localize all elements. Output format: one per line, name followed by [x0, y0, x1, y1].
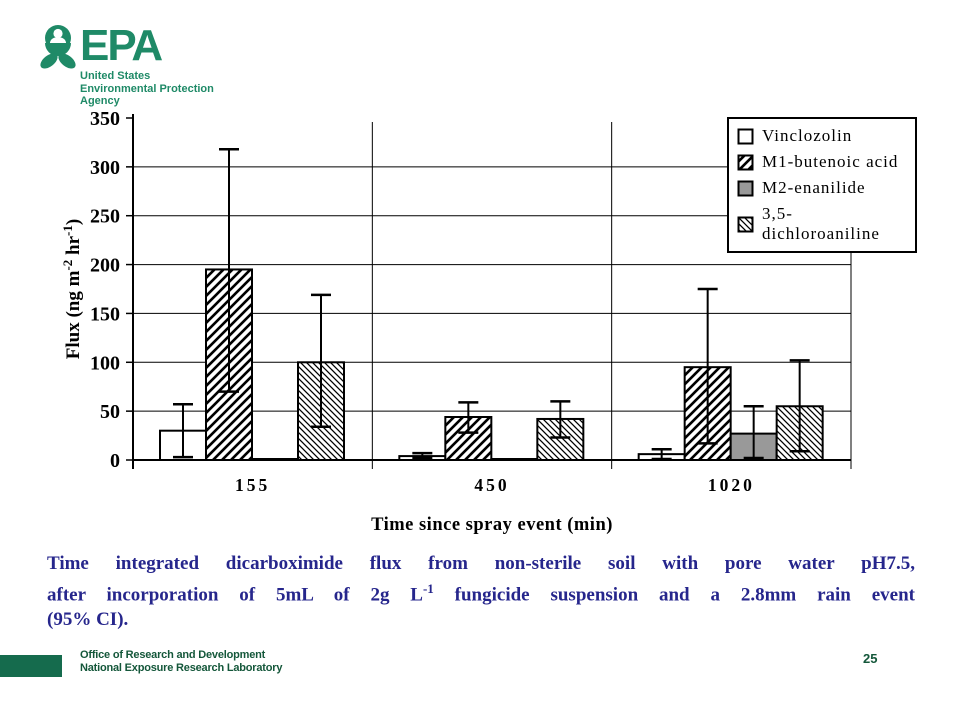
- epa-tagline-line1: United States: [80, 70, 151, 82]
- epa-flower-icon: [40, 25, 76, 69]
- legend-label-3-5-dichloroaniline: 3,5-dichloroaniline: [762, 204, 880, 243]
- epa-tagline-line2: Environmental Protection: [80, 82, 214, 95]
- chart-legend: Vinclozolin M1-butenoic acid M2-enanilide 3…: [727, 117, 917, 253]
- legend-item-m1-butenoic-acid: M1-butenoic acid: [737, 152, 907, 172]
- legend-item-vinclozolin: Vinclozolin: [737, 126, 907, 146]
- caption-superscript: -1: [422, 581, 434, 596]
- legend-swatch-vinclozolin: [737, 128, 754, 144]
- page-number: 25: [863, 651, 878, 666]
- y-tick-label-100: 100: [90, 352, 120, 374]
- x-tick-label-1020: 1020: [708, 475, 755, 495]
- footer-green-bar: [0, 655, 62, 677]
- legend-label-m2-enanilide: M2-enanilide: [762, 178, 866, 197]
- y-axis-title: Flux (ng m-2 hr-1): [60, 219, 84, 359]
- footer-office-line1: Office of Research and Development: [80, 649, 266, 661]
- bar-m2-enanilide-450: [490, 458, 539, 461]
- footer-office-line2: National Exposure Research Laboratory: [80, 661, 283, 674]
- legend-label-vinclozolin: Vinclozolin: [762, 126, 853, 145]
- y-tick-label-50: 50: [100, 401, 120, 423]
- legend-item-3-5-dichloroaniline: 3,5-dichloroaniline: [737, 204, 907, 244]
- x-tick-label-155: 155: [235, 475, 270, 495]
- legend-swatch-m1-butenoic-acid: [737, 154, 754, 170]
- epa-logo: EPA United States Environmental Protecti…: [38, 24, 214, 108]
- y-tick-label-350: 350: [90, 108, 120, 130]
- x-tick-label-450: 450: [474, 475, 509, 495]
- caption-line-2: after incorporation of 5mL of 2g L-1 fun…: [47, 581, 915, 606]
- y-tick-label-150: 150: [90, 303, 120, 325]
- footer-office-text: Office of Research and Development Natio…: [80, 649, 282, 674]
- y-tick-label-250: 250: [90, 206, 120, 228]
- legend-swatch-m2-enanilide: [737, 180, 754, 196]
- legend-label-m1-butenoic-acid: M1-butenoic acid: [762, 152, 899, 171]
- epa-tagline-line3: Agency: [80, 95, 120, 107]
- caption: Time integrated dicarboximide flux from …: [47, 551, 915, 632]
- caption-line-1: Time integrated dicarboximide flux from …: [47, 553, 915, 574]
- legend-swatch-3-5-dichloroaniline: [737, 216, 754, 232]
- epa-tagline: United States Environmental Protection A…: [80, 70, 214, 108]
- x-axis-title: Time since spray event (min): [371, 515, 613, 535]
- bar-m1-butenoic-acid-450: [444, 416, 493, 461]
- epa-acronym: EPA: [80, 21, 163, 70]
- caption-line-3: (95% CI).: [47, 609, 129, 631]
- legend-item-m2-enanilide: M2-enanilide: [737, 178, 907, 198]
- y-tick-label-200: 200: [90, 255, 120, 277]
- y-tick-label-300: 300: [90, 157, 120, 179]
- y-tick-label-0: 0: [110, 450, 120, 472]
- bar-m2-enanilide-155: [251, 458, 299, 461]
